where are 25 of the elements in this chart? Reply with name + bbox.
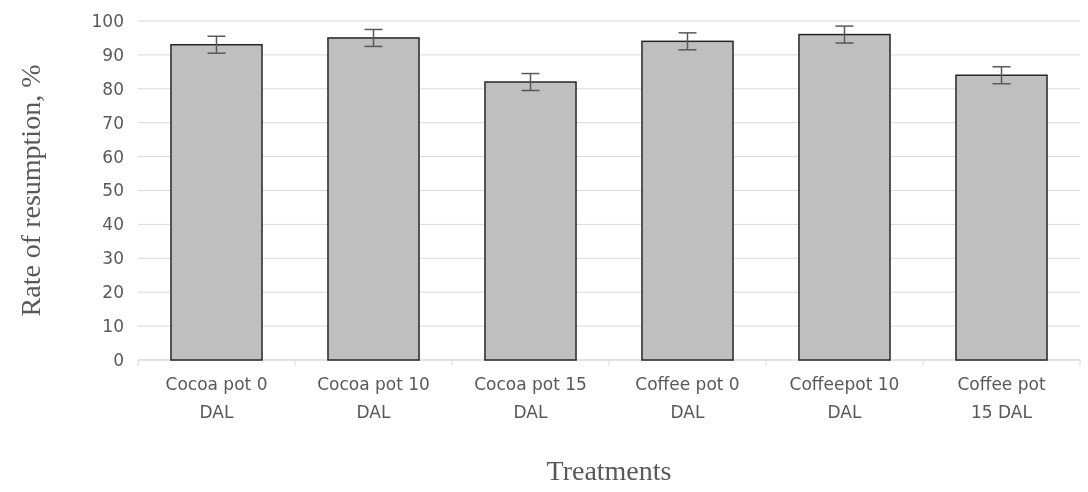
y-tick-label: 30 [102, 248, 124, 269]
y-tick-label: 0 [113, 349, 124, 370]
x-tick-label: Cocoa pot 10 DAL [317, 374, 430, 422]
bar [641, 40, 734, 361]
x-tick-label: Cocoa pot 15 DAL [474, 374, 587, 422]
y-tick-label: 100 [91, 10, 124, 31]
x-tick-label: Coffee pot 15 DAL [957, 374, 1046, 422]
y-tick-label: 50 [102, 180, 124, 201]
x-axis-title: Treatments [546, 455, 672, 486]
x-tick-label: Coffeepot 10 DAL [789, 374, 900, 422]
bar [955, 74, 1048, 361]
bar [327, 37, 420, 361]
y-tick-label: 90 [102, 44, 124, 65]
bar [484, 81, 577, 361]
x-tick-label: Coffee pot 0 DAL [635, 374, 740, 422]
y-tick-label: 70 [102, 112, 124, 133]
y-tick-label: 10 [102, 316, 124, 337]
y-tick-label: 20 [102, 282, 124, 303]
y-tick-label: 80 [102, 78, 124, 99]
y-tick-label: 40 [102, 214, 124, 235]
bar [170, 43, 263, 361]
y-tick-label: 60 [102, 146, 124, 167]
y-axis-title: Rate of resumption, % [15, 64, 46, 317]
bar [798, 33, 891, 361]
x-tick-label: Cocoa pot 0 DAL [165, 374, 268, 422]
